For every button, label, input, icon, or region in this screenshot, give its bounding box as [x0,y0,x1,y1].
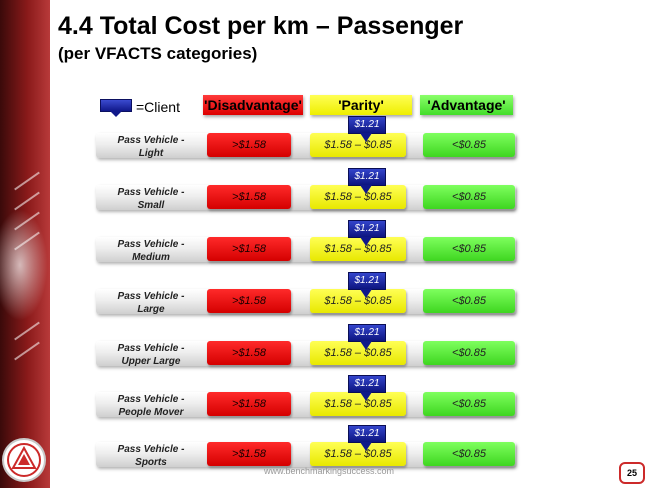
parity-cell: $1.58 – $0.85 [310,442,406,466]
row-label: Pass Vehicle - People Mover [106,386,196,426]
client-marker-icon [100,99,132,117]
client-marker-pointer-icon [360,237,372,246]
client-value-marker: $1.21 [348,220,386,238]
left-decorative-band [0,0,50,488]
advantage-cell: <$0.85 [423,392,515,416]
row-label: Pass Vehicle - Sports [106,436,196,476]
parity-cell: $1.58 – $0.85 [310,237,406,261]
page-subtitle: (per VFACTS categories) [58,44,258,63]
advantage-cell: <$0.85 [423,289,515,313]
parity-cell: $1.58 – $0.85 [310,133,406,157]
row-label-line1: Pass Vehicle - [117,134,185,146]
row-label-line2: People Mover [118,407,184,418]
parity-cell: $1.58 – $0.85 [310,341,406,365]
disadvantage-cell: >$1.58 [207,289,291,313]
disadvantage-cell: >$1.58 [207,392,291,416]
row-label-line1: Pass Vehicle - [117,186,185,198]
category-row: Pass Vehicle - Large >$1.58 $1.58 – $0.85… [96,272,516,323]
disadvantage-cell: >$1.58 [207,237,291,261]
decorative-stripe [14,171,40,191]
advantage-cell: <$0.85 [423,133,515,157]
legend-disadvantage: 'Disadvantage' [203,95,303,115]
client-value-marker: $1.21 [348,272,386,290]
row-label-line1: Pass Vehicle - [117,443,185,455]
row-label-line1: Pass Vehicle - [117,342,185,354]
advantage-cell: <$0.85 [423,442,515,466]
row-label-line1: Pass Vehicle - [117,393,185,405]
category-row: Pass Vehicle - Upper Large >$1.58 $1.58 –… [96,324,516,375]
logo-icon [4,440,44,480]
client-marker-pointer-icon [360,133,372,142]
client-value-marker: $1.21 [348,425,386,443]
footer-url: www.benchmarkingsuccess.com [264,466,395,476]
row-label-line2: Sports [135,457,167,468]
advantage-cell: <$0.85 [423,237,515,261]
advantage-cell: <$0.85 [423,341,515,365]
page-number: 25 [619,462,645,484]
client-value-marker: $1.21 [348,168,386,186]
client-marker-pointer-icon [360,341,372,350]
row-label-line1: Pass Vehicle - [117,290,185,302]
client-marker-pointer-icon [360,185,372,194]
category-row: Pass Vehicle - Medium >$1.58 $1.58 – $0.8… [96,220,516,271]
advantage-cell: <$0.85 [423,185,515,209]
category-row: Pass Vehicle - Small >$1.58 $1.58 – $0.85… [96,168,516,219]
legend-parity: 'Parity' [310,95,412,115]
page-title: 4.4 Total Cost per km – Passenger [58,12,464,40]
row-label-line2: Upper Large [121,356,181,367]
row-label: Pass Vehicle - Light [106,127,196,167]
row-label: Pass Vehicle - Small [106,179,196,219]
legend-advantage: 'Advantage' [420,95,513,115]
disadvantage-cell: >$1.58 [207,185,291,209]
row-label-line2: Large [137,304,165,315]
parity-cell: $1.58 – $0.85 [310,392,406,416]
legend-client-label: =Client [136,99,180,115]
client-marker-pointer-icon [360,392,372,401]
decorative-stripe [14,341,40,361]
disadvantage-cell: >$1.58 [207,341,291,365]
decorative-glow [0,205,50,325]
row-label-line2: Light [138,148,164,159]
category-row: Pass Vehicle - Light >$1.58 $1.58 – $0.85… [96,116,516,167]
row-label: Pass Vehicle - Medium [106,231,196,271]
disadvantage-cell: >$1.58 [207,133,291,157]
disadvantage-cell: >$1.58 [207,442,291,466]
row-label: Pass Vehicle - Upper Large [106,335,196,375]
row-label: Pass Vehicle - Large [106,283,196,323]
client-value-marker: $1.21 [348,116,386,134]
client-marker-pointer-icon [360,442,372,451]
row-label-line2: Medium [132,252,170,263]
category-row: Pass Vehicle - People Mover >$1.58 $1.58 … [96,375,516,426]
parity-cell: $1.58 – $0.85 [310,185,406,209]
client-marker-pointer-icon [360,289,372,298]
client-value-marker: $1.21 [348,324,386,342]
client-value-marker: $1.21 [348,375,386,393]
row-label-line1: Pass Vehicle - [117,238,185,250]
parity-cell: $1.58 – $0.85 [310,289,406,313]
category-row: Pass Vehicle - Sports >$1.58 $1.58 – $0.8… [96,425,516,476]
row-label-line2: Small [137,200,165,211]
